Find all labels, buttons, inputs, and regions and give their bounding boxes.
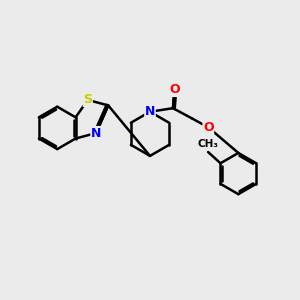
Text: CH₃: CH₃ bbox=[198, 139, 219, 148]
Text: S: S bbox=[83, 94, 92, 106]
Text: O: O bbox=[203, 121, 214, 134]
Text: N: N bbox=[91, 127, 101, 140]
Text: O: O bbox=[169, 83, 180, 96]
Text: N: N bbox=[145, 105, 155, 118]
